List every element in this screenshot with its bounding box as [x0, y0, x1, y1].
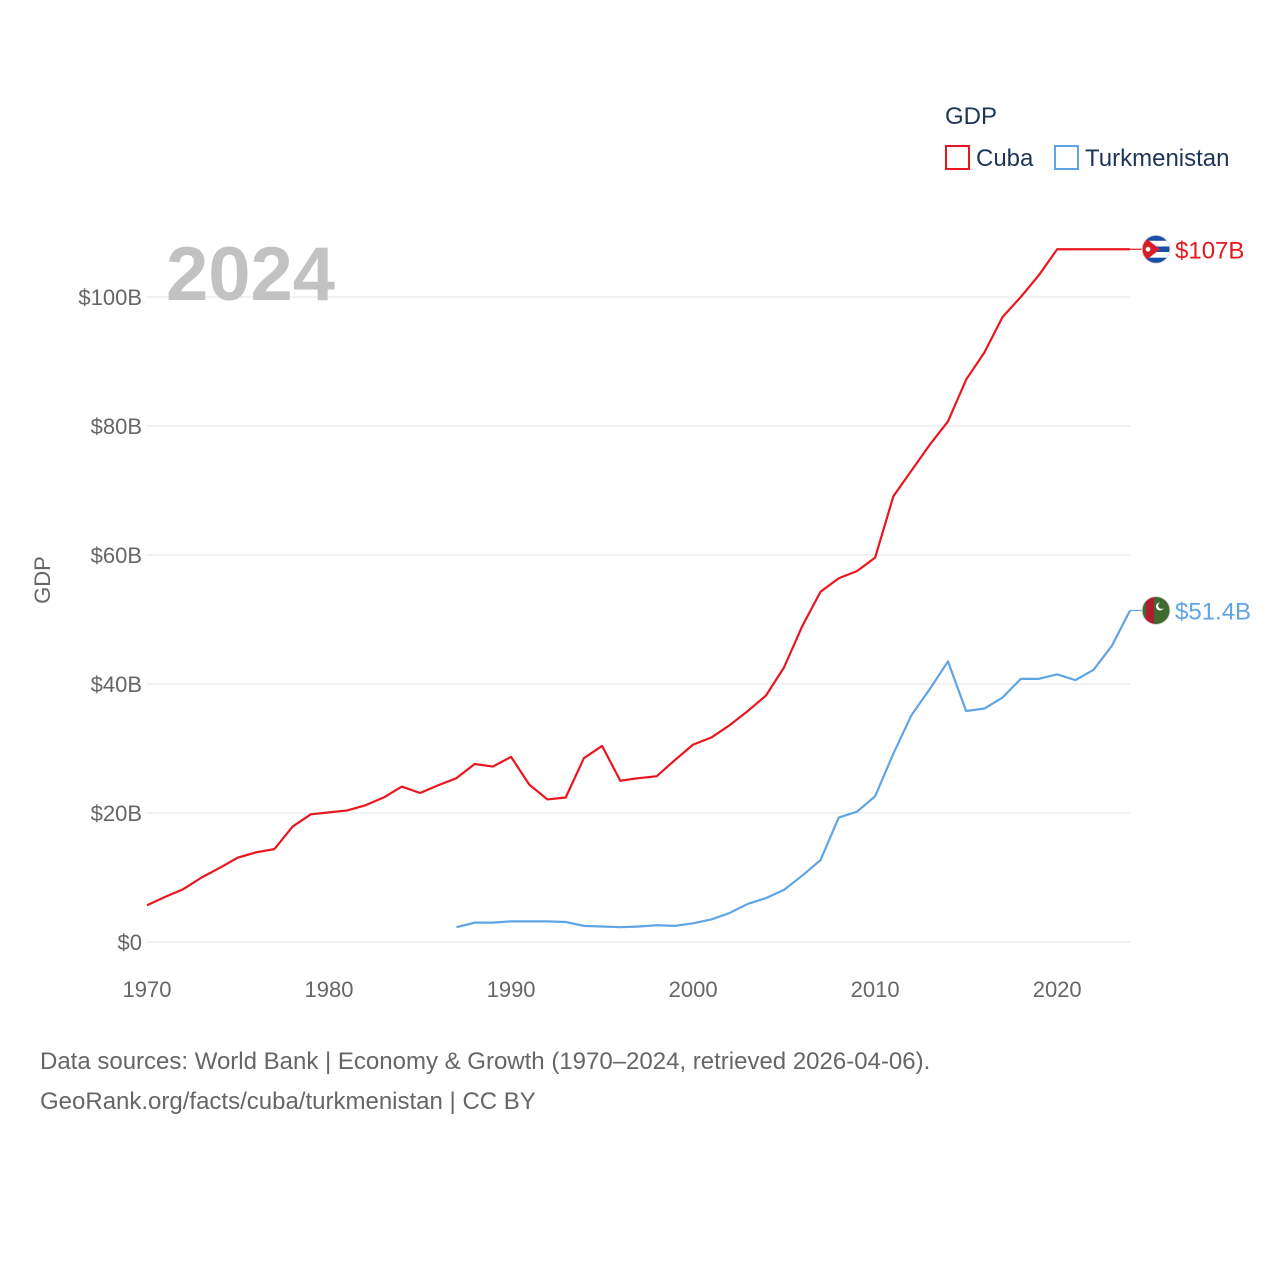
cuba-flag-icon [1141, 234, 1171, 264]
series-line-turkmenistan[interactable] [456, 609, 1131, 929]
x-tick-label: 2000 [669, 977, 718, 1002]
grid-lines [147, 296, 1130, 943]
legend-label-cuba: Cuba [976, 145, 1034, 172]
footer-sources: Data sources: World Bank | Economy & Gro… [40, 1048, 931, 1075]
y-axis-ticks: $0 $20B $40B $60B $80B $100B [78, 285, 142, 955]
x-axis-ticks: 1970 1980 1990 2000 2010 2020 [123, 977, 1082, 1002]
legend-item-cuba[interactable]: Cuba [945, 145, 1034, 172]
series-line-cuba[interactable] [146, 248, 1130, 907]
gdp-line-chart: $0 $20B $40B $60B $80B $100B 1970 1980 1990 2000… [30, 103, 1251, 1002]
x-tick-label: 1990 [487, 977, 536, 1002]
x-tick-label: 2020 [1033, 977, 1082, 1002]
end-labels: $107B $51.4B [1130, 234, 1251, 625]
legend-title: GDP [945, 103, 997, 130]
footer-credit[interactable]: GeoRank.org/facts/cuba/turkmenistan | CC… [40, 1088, 536, 1115]
y-axis-title: GDP [30, 556, 55, 604]
legend-label-turkmenistan: Turkmenistan [1085, 145, 1230, 172]
legend-swatch-cuba [945, 145, 970, 170]
y-tick-label: $20B [91, 801, 142, 826]
x-tick-label: 1970 [123, 977, 172, 1002]
data-source-footer: Data sources: World Bank | Economy & Gro… [40, 1042, 930, 1122]
y-tick-label: $40B [91, 672, 142, 697]
legend-swatch-turkmenistan [1054, 145, 1079, 170]
x-tick-label: 2010 [851, 977, 900, 1002]
y-tick-label: $100B [78, 285, 142, 310]
legend: GDP Cuba Turkmenistan [945, 103, 1230, 172]
end-label-turkmenistan: $51.4B [1175, 598, 1251, 625]
series-lines [146, 248, 1131, 929]
x-tick-label: 1980 [305, 977, 354, 1002]
y-tick-label: $0 [118, 930, 142, 955]
end-label-cuba: $107B [1175, 237, 1244, 264]
legend-item-turkmenistan[interactable]: Turkmenistan [1054, 145, 1230, 172]
y-tick-label: $80B [91, 414, 142, 439]
turkmenistan-flag-icon [1141, 595, 1171, 625]
y-tick-label: $60B [91, 543, 142, 568]
year-label: 2024 [166, 232, 335, 317]
